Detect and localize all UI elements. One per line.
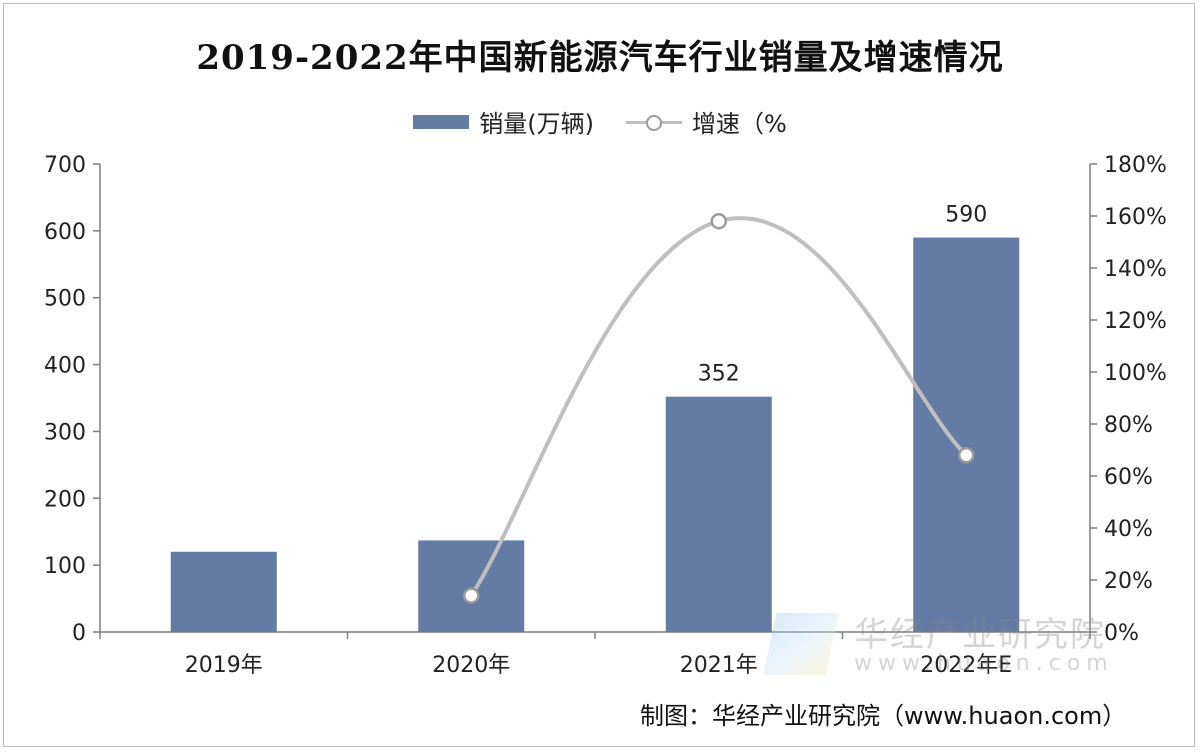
legend-line-swatch: [625, 114, 682, 131]
y-left-tick-label: 200: [44, 487, 86, 512]
y-right-tick-label: 120%: [1104, 309, 1167, 334]
y-left-tick-label: 700: [44, 153, 86, 178]
y-right-tick-label: 60%: [1104, 465, 1153, 490]
y-right-tick-label: 160%: [1104, 205, 1167, 230]
y-left-tick-label: 400: [44, 354, 86, 379]
bar-2021年: [665, 396, 772, 632]
watermark: 华经产业研究院 www.huaon.com: [763, 605, 1150, 685]
bar-2019年: [170, 551, 277, 632]
source-note: 制图：华经产业研究院（www.huaon.com）: [640, 702, 1127, 730]
y-right-tick-label: 100%: [1104, 361, 1167, 386]
bar-2020年: [418, 540, 525, 632]
chart-frame: [3, 3, 1195, 747]
y-left-tick-label: 100: [44, 554, 86, 579]
bar-data-label: 590: [945, 203, 987, 228]
growth-point: [958, 446, 975, 464]
chart-title: 2019-2022年中国新能源汽车行业销量及增速情况: [196, 38, 1004, 78]
chart-legend: 销量(万辆) 增速（%: [0, 104, 1200, 139]
legend-label-growth: 增速（%: [691, 110, 787, 138]
y-left-tick-label: 0: [72, 621, 86, 646]
watermark-url: www.huaon.com: [854, 651, 1114, 676]
y-left-tick-label: 600: [44, 220, 86, 245]
y-right-tick-label: 80%: [1104, 413, 1153, 438]
growth-point: [710, 212, 727, 230]
legend-item-growth: 增速（%: [625, 104, 787, 139]
y-right-tick-label: 140%: [1104, 257, 1167, 282]
x-tick-label: 2022年E: [920, 653, 1012, 678]
growth-point: [463, 587, 480, 604]
x-tick-label: 2019年: [185, 653, 263, 678]
x-tick-label: 2021年: [680, 653, 758, 678]
y-right-tick-label: 20%: [1104, 569, 1153, 594]
watermark-text: 华经产业研究院: [854, 615, 1106, 655]
x-tick-label: 2020年: [432, 653, 510, 678]
y-left-tick-label: 300: [44, 420, 86, 445]
legend-bar-swatch: [413, 114, 470, 129]
bar-data-label: 352: [698, 362, 740, 387]
y-right-tick-label: 180%: [1104, 153, 1167, 178]
y-right-tick-label: 0%: [1104, 621, 1139, 646]
watermark-logo-icon: [763, 613, 839, 675]
bar-2022年E: [913, 237, 1020, 633]
legend-item-sales: 销量(万辆): [413, 104, 594, 139]
legend-label-sales: 销量(万辆): [479, 110, 594, 138]
y-left-tick-label: 500: [44, 287, 86, 312]
y-right-tick-label: 40%: [1104, 517, 1153, 542]
